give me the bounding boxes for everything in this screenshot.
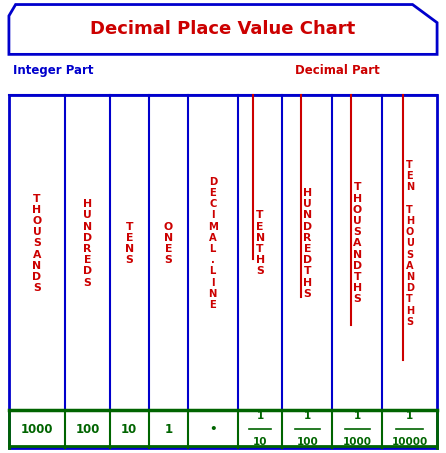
Text: 1: 1: [256, 411, 264, 421]
Text: 1: 1: [164, 423, 172, 436]
Text: 1: 1: [304, 411, 311, 421]
Text: D
E
C
I
M
A
L
.
L
I
N
E: D E C I M A L . L I N E: [208, 177, 218, 310]
Text: 100: 100: [297, 438, 318, 448]
Text: 10: 10: [121, 423, 137, 436]
Text: 1: 1: [406, 411, 413, 421]
Text: 10000: 10000: [392, 438, 428, 448]
Text: T
H
O
U
S
A
N
D
T
H
S: T H O U S A N D T H S: [353, 183, 362, 304]
Text: 10: 10: [253, 438, 267, 448]
Text: O
N
E
S: O N E S: [164, 222, 173, 265]
Text: T
E
N
 
T
H
O
U
S
A
N
D
T
H
S: T E N T H O U S A N D T H S: [405, 160, 414, 327]
Polygon shape: [9, 5, 437, 54]
Text: Decimal Part: Decimal Part: [295, 64, 380, 77]
Text: 1: 1: [354, 411, 361, 421]
Text: 100: 100: [75, 423, 99, 436]
Text: Integer Part: Integer Part: [13, 64, 94, 77]
Text: Decimal Place Value Chart: Decimal Place Value Chart: [91, 20, 355, 39]
Bar: [9, 95, 437, 448]
Bar: [9, 54, 437, 95]
Text: 1000: 1000: [343, 438, 372, 448]
Text: 1000: 1000: [21, 423, 53, 436]
Text: H
U
N
D
R
E
D
S: H U N D R E D S: [83, 199, 92, 288]
Text: T
E
N
S: T E N S: [125, 222, 134, 265]
Text: T
E
N
T
H
S: T E N T H S: [256, 211, 264, 276]
Text: T
H
O
U
S
A
N
D
S: T H O U S A N D S: [33, 194, 41, 293]
Text: H
U
N
D
R
E
D
T
H
S: H U N D R E D T H S: [303, 188, 312, 299]
Text: •: •: [209, 423, 217, 436]
